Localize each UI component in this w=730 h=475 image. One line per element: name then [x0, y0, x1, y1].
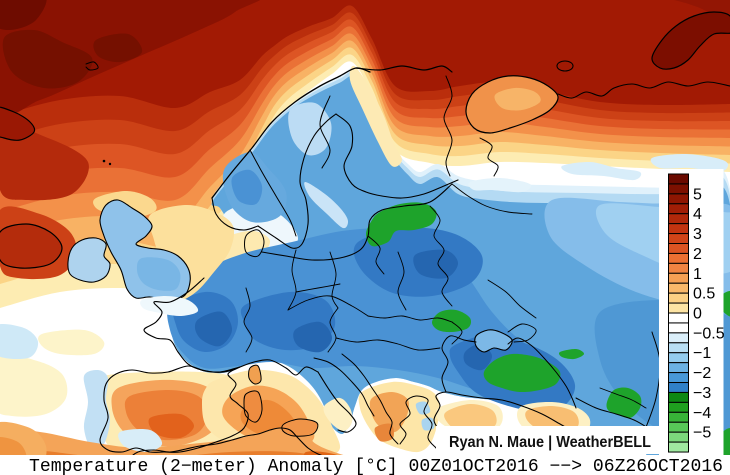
svg-text:5: 5: [693, 186, 702, 203]
svg-text:−0.5: −0.5: [693, 325, 725, 342]
svg-text:2: 2: [693, 246, 702, 263]
svg-text:−5: −5: [693, 425, 711, 442]
svg-text:Temperature (2−meter) Anomaly: Temperature (2−meter) Anomaly [°C] 00Z01…: [29, 457, 723, 475]
svg-text:Ryan N. Maue | WeatherBELL: Ryan N. Maue | WeatherBELL: [449, 434, 651, 451]
svg-text:0: 0: [693, 306, 702, 323]
svg-text:−1: −1: [693, 345, 711, 362]
svg-text:4: 4: [693, 206, 702, 223]
svg-text:0.5: 0.5: [693, 286, 715, 303]
svg-text:−3: −3: [693, 385, 711, 402]
svg-text:3: 3: [693, 226, 702, 243]
svg-text:−4: −4: [693, 405, 711, 422]
svg-text:−2: −2: [693, 365, 711, 382]
svg-text:1: 1: [693, 266, 702, 283]
